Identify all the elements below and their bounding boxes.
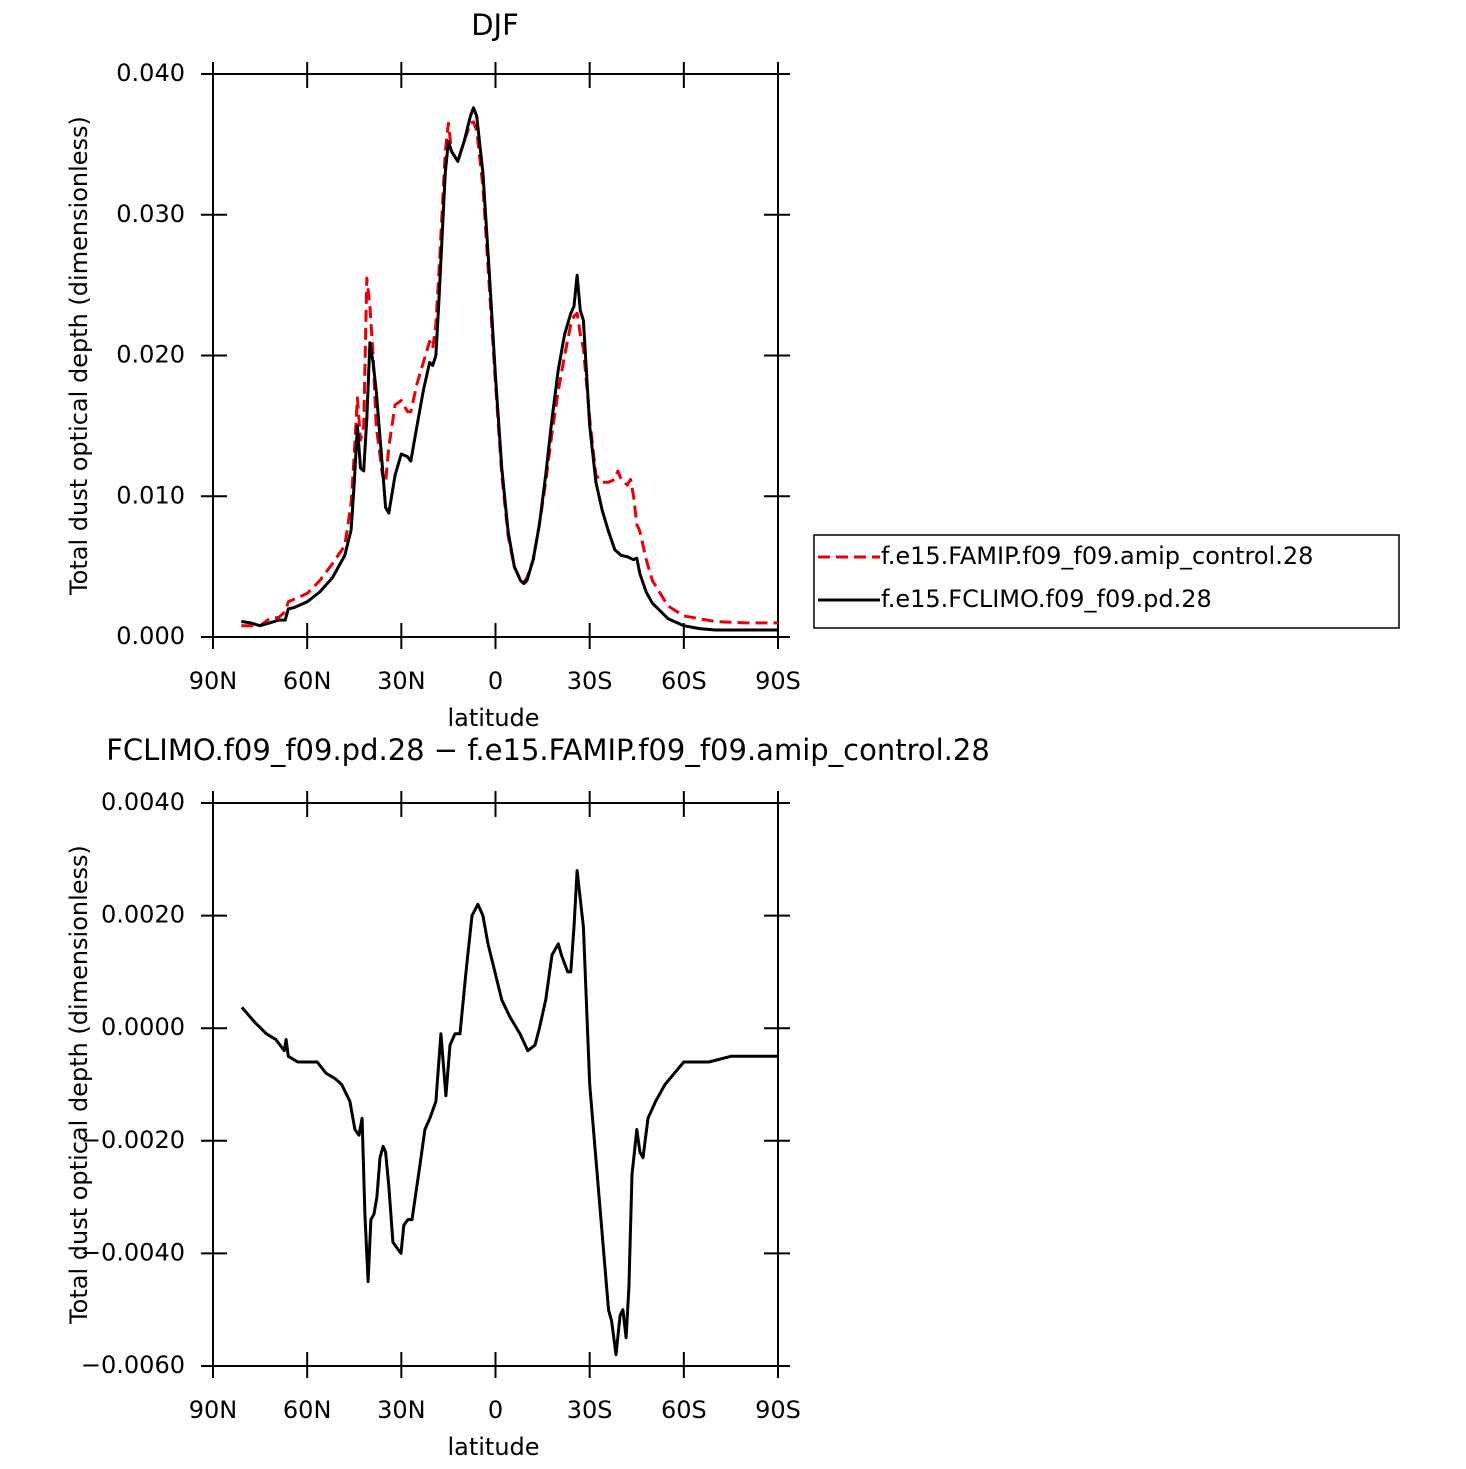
y-tick-label: 0.010 [116,481,185,509]
x-tick-label: 90N [189,1396,238,1424]
y-tick-label: −0.0060 [81,1351,185,1379]
x-tick-label: 0 [488,667,503,695]
y-tick-label: −0.0040 [81,1238,185,1266]
legend-box [813,534,1400,629]
data-line [241,106,778,632]
y-tick-label: −0.0020 [81,1126,185,1154]
x-tick-label: 0 [488,1396,503,1424]
x-tick-label: 30N [377,1396,426,1424]
x-tick-label: 60S [661,1396,707,1424]
x-tick-label: 60S [661,667,707,695]
y-axis-label: Total dust optical depth (dimensionless) [65,116,93,596]
y-tick-label: 0.0040 [101,788,185,816]
y-tick-label: 0.030 [116,200,185,228]
x-tick-label: 60N [283,667,332,695]
y-tick-label: 0.0000 [101,1013,185,1041]
y-tick-label: 0.040 [116,59,185,87]
legend-label: f.e15.FCLIMO.f09_f09.pd.28 [881,585,1212,613]
x-tick-label: 30S [567,667,613,695]
data-line [240,869,778,1357]
x-axis-label: latitude [447,1433,539,1461]
y-tick-label: 0.000 [116,622,185,650]
y-tick-label: 0.0020 [101,901,185,929]
x-tick-label: 90N [189,667,238,695]
x-tick-label: 90S [755,1396,801,1424]
y-axis-label: Total dust optical depth (dimensionless) [65,845,93,1325]
x-tick-label: 60N [283,1396,332,1424]
data-line [241,120,778,628]
legend-label: f.e15.FAMIP.f09_f09.amip_control.28 [881,542,1313,570]
x-tick-label: 90S [755,667,801,695]
chart-title: FCLIMO.f09_f09.pd.28 − f.e15.FAMIP.f09_f… [106,733,990,767]
chart-title: DJF [471,8,519,42]
plot-frame [212,73,779,638]
y-tick-label: 0.020 [116,341,185,369]
x-tick-label: 30S [567,1396,613,1424]
x-axis-label: latitude [447,704,539,732]
x-tick-label: 30N [377,667,426,695]
plot-frame [212,802,779,1367]
